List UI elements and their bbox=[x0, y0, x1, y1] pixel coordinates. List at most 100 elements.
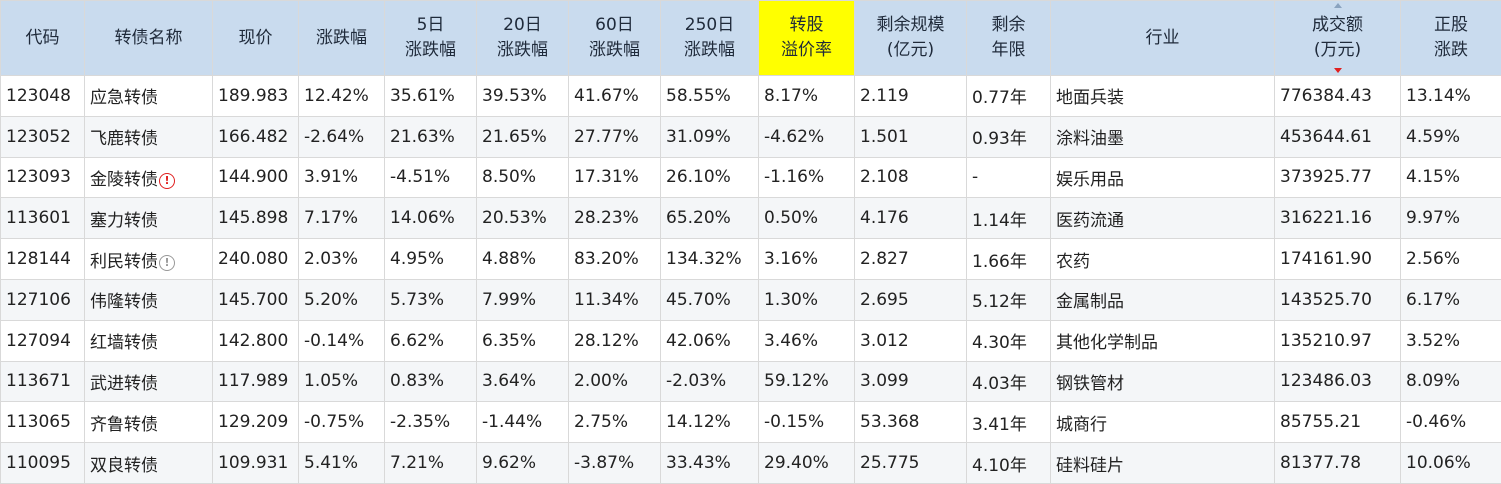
cell-value: 35.61% bbox=[390, 86, 455, 106]
cell-prem: 59.12% bbox=[759, 361, 855, 402]
column-header-label: 行业 bbox=[1051, 26, 1274, 51]
cell-size: 2.695 bbox=[855, 279, 967, 320]
cell-price: 109.931 bbox=[213, 443, 299, 484]
warning-icon[interactable]: ! bbox=[159, 255, 175, 271]
cell-value: 110095 bbox=[6, 453, 71, 473]
cell-chg: -2.64% bbox=[299, 116, 385, 157]
cell-code[interactable]: 123093 bbox=[1, 157, 85, 198]
cell-code[interactable]: 127106 bbox=[1, 279, 85, 320]
cell-turnover: 81377.78 bbox=[1275, 443, 1401, 484]
cell-value: 2.108 bbox=[860, 167, 909, 187]
column-header-code[interactable]: 代码 bbox=[1, 1, 85, 76]
cell-d20: 9.62% bbox=[477, 443, 569, 484]
cell-years: 4.10年 bbox=[967, 443, 1051, 484]
cell-value: 0.50% bbox=[764, 208, 818, 228]
cell-code[interactable]: 128144 bbox=[1, 239, 85, 280]
cell-value: 31.09% bbox=[666, 127, 731, 147]
cell-code[interactable]: 113671 bbox=[1, 361, 85, 402]
cell-value: 123052 bbox=[6, 127, 71, 147]
cell-d60: 28.23% bbox=[569, 198, 661, 239]
cell-name[interactable]: 伟隆转债 bbox=[85, 279, 213, 320]
cell-size: 2.827 bbox=[855, 239, 967, 280]
cell-name[interactable]: 应急转债 bbox=[85, 76, 213, 117]
cell-value: 123048 bbox=[6, 86, 71, 106]
cell-name[interactable]: 武进转债 bbox=[85, 361, 213, 402]
cell-value: 2.119 bbox=[860, 86, 909, 106]
cell-d60: 2.75% bbox=[569, 402, 661, 443]
cell-value: 硅料硅片 bbox=[1056, 456, 1124, 476]
cell-value: 135210.97 bbox=[1280, 331, 1372, 351]
cell-code[interactable]: 110095 bbox=[1, 443, 85, 484]
column-header-size[interactable]: 剩余规模(亿元) bbox=[855, 1, 967, 76]
cell-code[interactable]: 113065 bbox=[1, 402, 85, 443]
cell-name[interactable]: 齐鲁转债 bbox=[85, 402, 213, 443]
cell-value: 28.12% bbox=[574, 331, 639, 351]
cell-d250: 42.06% bbox=[661, 320, 759, 361]
cell-industry: 金属制品 bbox=[1051, 279, 1275, 320]
column-header-d60[interactable]: 60日涨跌幅 bbox=[569, 1, 661, 76]
cell-price: 145.700 bbox=[213, 279, 299, 320]
cell-d20: 39.53% bbox=[477, 76, 569, 117]
cell-code[interactable]: 113601 bbox=[1, 198, 85, 239]
column-header-label: 成交额 bbox=[1275, 13, 1400, 38]
cell-value: 373925.77 bbox=[1280, 167, 1372, 187]
cell-years: 4.30年 bbox=[967, 320, 1051, 361]
column-header-prem[interactable]: 转股溢价率 bbox=[759, 1, 855, 76]
column-header-chg[interactable]: 涨跌幅 bbox=[299, 1, 385, 76]
cell-value: 利民转债 bbox=[90, 252, 158, 272]
column-header-d20[interactable]: 20日涨跌幅 bbox=[477, 1, 569, 76]
cell-turnover: 316221.16 bbox=[1275, 198, 1401, 239]
cell-value: -4.62% bbox=[764, 127, 824, 147]
cell-value: 12.42% bbox=[304, 86, 369, 106]
cell-stock-chg: 13.14% bbox=[1401, 76, 1501, 117]
cell-prem: 1.30% bbox=[759, 279, 855, 320]
cell-code[interactable]: 127094 bbox=[1, 320, 85, 361]
warning-icon[interactable]: ! bbox=[159, 173, 175, 189]
cell-name[interactable]: 双良转债 bbox=[85, 443, 213, 484]
column-header-d5[interactable]: 5日涨跌幅 bbox=[385, 1, 477, 76]
cell-value: 红墙转债 bbox=[90, 333, 158, 353]
cell-d20: 3.64% bbox=[477, 361, 569, 402]
cell-d250: -2.03% bbox=[661, 361, 759, 402]
cell-code[interactable]: 123048 bbox=[1, 76, 85, 117]
column-header-d250[interactable]: 250日涨跌幅 bbox=[661, 1, 759, 76]
cell-value: 42.06% bbox=[666, 331, 731, 351]
cell-value: 5.41% bbox=[304, 453, 358, 473]
cell-d5: 5.73% bbox=[385, 279, 477, 320]
cell-industry: 医药流通 bbox=[1051, 198, 1275, 239]
cell-value: 10.06% bbox=[1406, 453, 1471, 473]
cell-name[interactable]: 塞力转债 bbox=[85, 198, 213, 239]
column-header-name[interactable]: 转债名称 bbox=[85, 1, 213, 76]
cell-value: -2.35% bbox=[390, 412, 450, 432]
cell-name[interactable]: 利民转债! bbox=[85, 239, 213, 280]
column-header-years[interactable]: 剩余年限 bbox=[967, 1, 1051, 76]
column-header-turnover[interactable]: 成交额(万元) bbox=[1275, 1, 1401, 76]
cell-industry: 城商行 bbox=[1051, 402, 1275, 443]
cell-value: 9.97% bbox=[1406, 208, 1460, 228]
column-header-stock-chg[interactable]: 正股涨跌 bbox=[1401, 1, 1501, 76]
sort-descending-icon[interactable] bbox=[1334, 68, 1342, 73]
column-header-price[interactable]: 现价 bbox=[213, 1, 299, 76]
cell-name[interactable]: 红墙转债 bbox=[85, 320, 213, 361]
cell-stock-chg: 2.56% bbox=[1401, 239, 1501, 280]
cell-value: 应急转债 bbox=[90, 88, 158, 108]
column-header-industry[interactable]: 行业 bbox=[1051, 1, 1275, 76]
cell-name[interactable]: 飞鹿转债 bbox=[85, 116, 213, 157]
cell-code[interactable]: 123052 bbox=[1, 116, 85, 157]
sort-ascending-icon[interactable] bbox=[1334, 3, 1342, 8]
cell-value: 3.46% bbox=[764, 331, 818, 351]
cell-value: 83.20% bbox=[574, 249, 639, 269]
cell-price: 117.989 bbox=[213, 361, 299, 402]
cell-name[interactable]: 金陵转债! bbox=[85, 157, 213, 198]
cell-value: 4.176 bbox=[860, 208, 909, 228]
